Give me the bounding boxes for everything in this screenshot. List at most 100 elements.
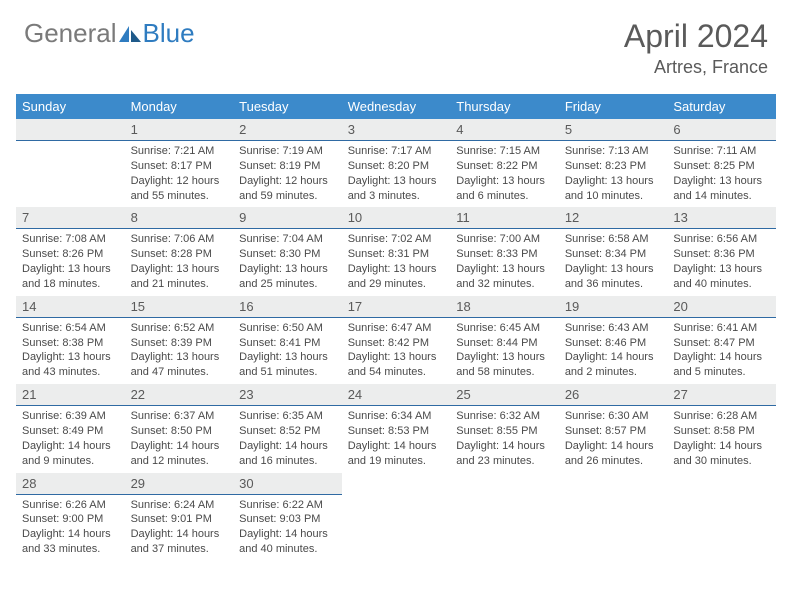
- day-cell: [559, 473, 668, 561]
- day1-text: Daylight: 13 hours: [456, 350, 553, 365]
- day-number: 29: [125, 473, 234, 495]
- day1-text: Daylight: 13 hours: [456, 174, 553, 189]
- day2-text: and 40 minutes.: [673, 277, 770, 292]
- weekday-header: Saturday: [667, 94, 776, 119]
- day1-text: Daylight: 13 hours: [131, 262, 228, 277]
- day-cell: 23Sunrise: 6:35 AMSunset: 8:52 PMDayligh…: [233, 384, 342, 472]
- day1-text: Daylight: 13 hours: [22, 350, 119, 365]
- sunset-text: Sunset: 8:23 PM: [565, 159, 662, 174]
- day2-text: and 55 minutes.: [131, 189, 228, 204]
- sunrise-text: Sunrise: 6:52 AM: [131, 321, 228, 336]
- day-details: Sunrise: 7:21 AMSunset: 8:17 PMDaylight:…: [125, 141, 234, 207]
- day-cell: 27Sunrise: 6:28 AMSunset: 8:58 PMDayligh…: [667, 384, 776, 472]
- day1-text: Daylight: 14 hours: [348, 439, 445, 454]
- day-number: 8: [125, 207, 234, 229]
- day-number: 6: [667, 119, 776, 141]
- day-details: Sunrise: 6:47 AMSunset: 8:42 PMDaylight:…: [342, 318, 451, 384]
- day1-text: Daylight: 12 hours: [131, 174, 228, 189]
- day2-text: and 33 minutes.: [22, 542, 119, 557]
- sunrise-text: Sunrise: 6:43 AM: [565, 321, 662, 336]
- day-cell: 3Sunrise: 7:17 AMSunset: 8:20 PMDaylight…: [342, 119, 451, 207]
- weekday-header: Friday: [559, 94, 668, 119]
- day-cell: 13Sunrise: 6:56 AMSunset: 8:36 PMDayligh…: [667, 207, 776, 295]
- day-number: [667, 473, 776, 479]
- day2-text: and 3 minutes.: [348, 189, 445, 204]
- day2-text: and 9 minutes.: [22, 454, 119, 469]
- day2-text: and 21 minutes.: [131, 277, 228, 292]
- sunrise-text: Sunrise: 6:35 AM: [239, 409, 336, 424]
- day1-text: Daylight: 13 hours: [348, 174, 445, 189]
- sunrise-text: Sunrise: 6:24 AM: [131, 498, 228, 513]
- sunset-text: Sunset: 8:47 PM: [673, 336, 770, 351]
- brand-logo: General Blue: [24, 18, 195, 49]
- sunset-text: Sunset: 8:44 PM: [456, 336, 553, 351]
- sunrise-text: Sunrise: 7:19 AM: [239, 144, 336, 159]
- day-number: 24: [342, 384, 451, 406]
- day-cell: [450, 473, 559, 561]
- day-details: Sunrise: 6:45 AMSunset: 8:44 PMDaylight:…: [450, 318, 559, 384]
- day-number: 23: [233, 384, 342, 406]
- day-number: 1: [125, 119, 234, 141]
- day-cell: [16, 119, 125, 207]
- sunrise-text: Sunrise: 7:13 AM: [565, 144, 662, 159]
- day2-text: and 37 minutes.: [131, 542, 228, 557]
- sunrise-text: Sunrise: 6:37 AM: [131, 409, 228, 424]
- day-cell: 29Sunrise: 6:24 AMSunset: 9:01 PMDayligh…: [125, 473, 234, 561]
- day-cell: 22Sunrise: 6:37 AMSunset: 8:50 PMDayligh…: [125, 384, 234, 472]
- calendar-body: 1Sunrise: 7:21 AMSunset: 8:17 PMDaylight…: [16, 119, 776, 561]
- day1-text: Daylight: 13 hours: [673, 174, 770, 189]
- day-cell: 25Sunrise: 6:32 AMSunset: 8:55 PMDayligh…: [450, 384, 559, 472]
- day-number: [342, 473, 451, 479]
- day-number: 12: [559, 207, 668, 229]
- sunrise-text: Sunrise: 6:45 AM: [456, 321, 553, 336]
- sunrise-text: Sunrise: 6:50 AM: [239, 321, 336, 336]
- day-details: Sunrise: 6:39 AMSunset: 8:49 PMDaylight:…: [16, 406, 125, 472]
- sunset-text: Sunset: 9:00 PM: [22, 512, 119, 527]
- day-number: 27: [667, 384, 776, 406]
- day-number: 15: [125, 296, 234, 318]
- day-cell: 8Sunrise: 7:06 AMSunset: 8:28 PMDaylight…: [125, 207, 234, 295]
- day-details: Sunrise: 6:37 AMSunset: 8:50 PMDaylight:…: [125, 406, 234, 472]
- day1-text: Daylight: 14 hours: [239, 527, 336, 542]
- day-number: 16: [233, 296, 342, 318]
- day2-text: and 59 minutes.: [239, 189, 336, 204]
- day-details: Sunrise: 6:54 AMSunset: 8:38 PMDaylight:…: [16, 318, 125, 384]
- day1-text: Daylight: 14 hours: [456, 439, 553, 454]
- day-cell: 30Sunrise: 6:22 AMSunset: 9:03 PMDayligh…: [233, 473, 342, 561]
- day2-text: and 43 minutes.: [22, 365, 119, 380]
- sunset-text: Sunset: 9:03 PM: [239, 512, 336, 527]
- day2-text: and 2 minutes.: [565, 365, 662, 380]
- day-cell: 1Sunrise: 7:21 AMSunset: 8:17 PMDaylight…: [125, 119, 234, 207]
- day-number: 20: [667, 296, 776, 318]
- sunset-text: Sunset: 8:31 PM: [348, 247, 445, 262]
- day-cell: 10Sunrise: 7:02 AMSunset: 8:31 PMDayligh…: [342, 207, 451, 295]
- day2-text: and 14 minutes.: [673, 189, 770, 204]
- day-details: Sunrise: 6:35 AMSunset: 8:52 PMDaylight:…: [233, 406, 342, 472]
- day-details: Sunrise: 6:32 AMSunset: 8:55 PMDaylight:…: [450, 406, 559, 472]
- day-cell: 18Sunrise: 6:45 AMSunset: 8:44 PMDayligh…: [450, 296, 559, 384]
- day-details: Sunrise: 7:15 AMSunset: 8:22 PMDaylight:…: [450, 141, 559, 207]
- day-details: Sunrise: 7:08 AMSunset: 8:26 PMDaylight:…: [16, 229, 125, 295]
- day-number: 3: [342, 119, 451, 141]
- day-details: Sunrise: 7:04 AMSunset: 8:30 PMDaylight:…: [233, 229, 342, 295]
- day-details: Sunrise: 6:50 AMSunset: 8:41 PMDaylight:…: [233, 318, 342, 384]
- day-cell: 7Sunrise: 7:08 AMSunset: 8:26 PMDaylight…: [16, 207, 125, 295]
- day-cell: 11Sunrise: 7:00 AMSunset: 8:33 PMDayligh…: [450, 207, 559, 295]
- brand-part2: Blue: [143, 18, 195, 49]
- day-cell: 9Sunrise: 7:04 AMSunset: 8:30 PMDaylight…: [233, 207, 342, 295]
- sunset-text: Sunset: 8:55 PM: [456, 424, 553, 439]
- day-number: 22: [125, 384, 234, 406]
- sunset-text: Sunset: 8:30 PM: [239, 247, 336, 262]
- day-details: Sunrise: 6:28 AMSunset: 8:58 PMDaylight:…: [667, 406, 776, 472]
- sunrise-text: Sunrise: 7:00 AM: [456, 232, 553, 247]
- day-number: 19: [559, 296, 668, 318]
- day-number: 4: [450, 119, 559, 141]
- day1-text: Daylight: 13 hours: [565, 174, 662, 189]
- sunset-text: Sunset: 8:20 PM: [348, 159, 445, 174]
- calendar-table: Sunday Monday Tuesday Wednesday Thursday…: [16, 94, 776, 561]
- sunset-text: Sunset: 9:01 PM: [131, 512, 228, 527]
- sunset-text: Sunset: 8:34 PM: [565, 247, 662, 262]
- sunrise-text: Sunrise: 6:32 AM: [456, 409, 553, 424]
- brand-sail-icon: [119, 26, 141, 42]
- day1-text: Daylight: 13 hours: [565, 262, 662, 277]
